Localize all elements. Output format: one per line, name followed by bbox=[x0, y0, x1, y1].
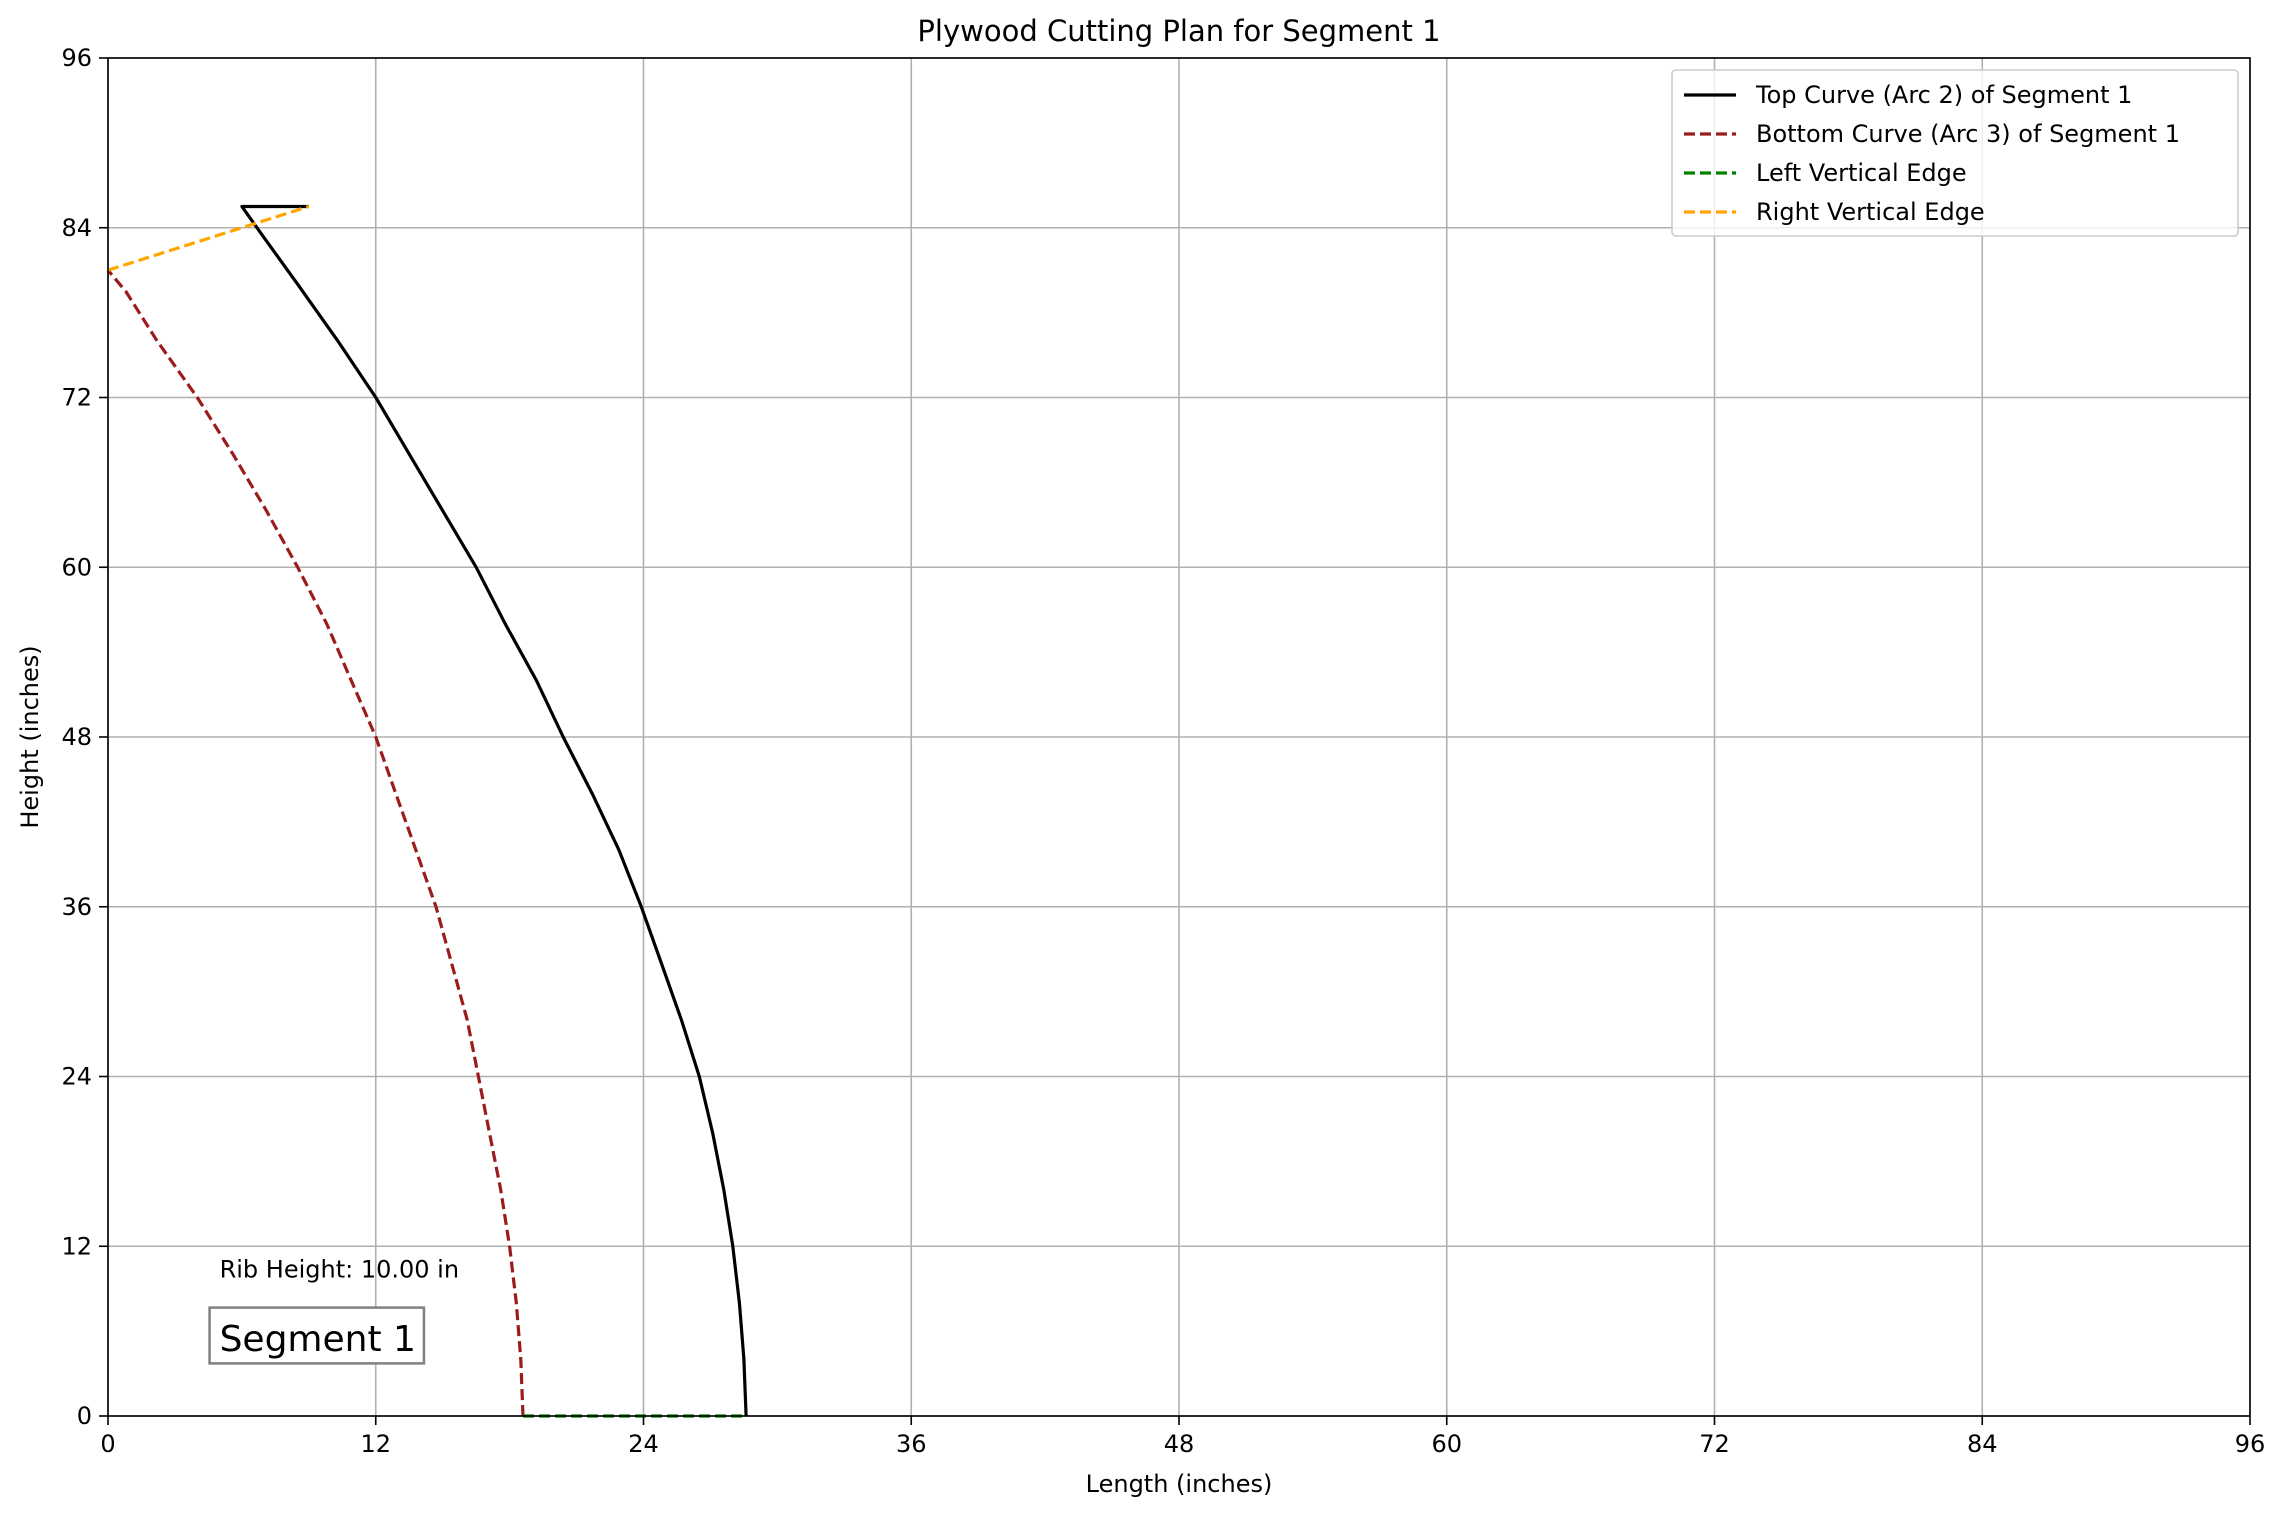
x-axis-label: Length (inches) bbox=[1086, 1470, 1273, 1498]
rib-height-annotation: Rib Height: 10.00 in bbox=[220, 1255, 459, 1283]
chart-title: Plywood Cutting Plan for Segment 1 bbox=[917, 14, 1440, 48]
ticks: 0 12 24 36 48 60 72 84 96 0 12 24 36 48 60 72 84 96 bbox=[61, 44, 2265, 1458]
y-tick-label: 12 bbox=[61, 1232, 92, 1260]
legend-entry-1: Bottom Curve (Arc 3) of Segment 1 bbox=[1756, 120, 2180, 148]
y-tick-label: 24 bbox=[61, 1063, 92, 1091]
x-tick-label: 12 bbox=[360, 1430, 391, 1458]
series-line-3 bbox=[107, 204, 310, 272]
legend-entry-3: Right Vertical Edge bbox=[1756, 198, 1985, 226]
x-tick-label: 24 bbox=[628, 1430, 659, 1458]
x-tick-label: 84 bbox=[1967, 1430, 1998, 1458]
y-tick-label: 36 bbox=[61, 893, 92, 921]
y-axis-label: Height (inches) bbox=[16, 645, 44, 828]
x-tick-label: 48 bbox=[1164, 1430, 1195, 1458]
legend-box bbox=[1671, 69, 2239, 237]
y-tick-label: 72 bbox=[61, 384, 92, 412]
legend: Top Curve (Arc 2) of Segment 1 Bottom Cur… bbox=[1671, 69, 2239, 237]
y-tick-label: 84 bbox=[61, 214, 92, 242]
legend-entry-0: Top Curve (Arc 2) of Segment 1 bbox=[1755, 81, 2132, 109]
y-tick-label: 0 bbox=[77, 1402, 92, 1430]
y-tick-label: 60 bbox=[61, 553, 92, 581]
x-tick-label: 36 bbox=[896, 1430, 927, 1458]
segment-label: Segment 1 bbox=[220, 1319, 416, 1360]
y-tick-label: 96 bbox=[61, 44, 92, 72]
y-tick-label: 48 bbox=[61, 723, 92, 751]
series-line-0 bbox=[240, 204, 748, 1417]
x-tick-label: 60 bbox=[1431, 1430, 1462, 1458]
series-line-1 bbox=[106, 269, 525, 1417]
x-tick-label: 72 bbox=[1699, 1430, 1730, 1458]
legend-entry-2: Left Vertical Edge bbox=[1756, 159, 1967, 187]
x-tick-label: 0 bbox=[100, 1430, 115, 1458]
annotations: Rib Height: 10.00 in Segment 1 bbox=[208, 1255, 459, 1365]
annotation-box bbox=[208, 1306, 426, 1365]
x-tick-label: 96 bbox=[2235, 1430, 2266, 1458]
